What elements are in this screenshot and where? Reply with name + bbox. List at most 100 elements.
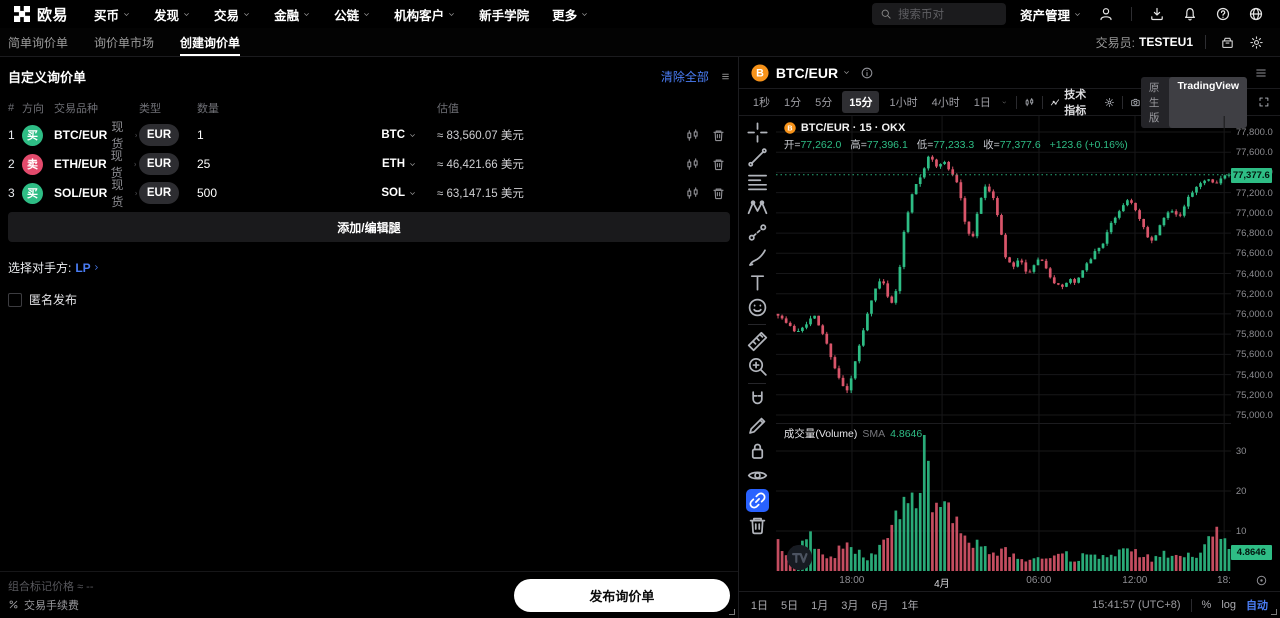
fib-retracement-icon[interactable] <box>746 171 769 194</box>
forecast-icon[interactable] <box>746 221 769 244</box>
delete-leg-icon[interactable] <box>711 128 726 143</box>
panel-resize-corner[interactable] <box>728 609 735 615</box>
view-chart-icon[interactable] <box>685 186 700 201</box>
view-chart-icon[interactable] <box>685 157 700 172</box>
native-version-option[interactable]: 原生版 <box>1148 81 1160 124</box>
anonymous-checkbox[interactable] <box>8 292 22 307</box>
okx-logo[interactable]: 欧易 <box>14 4 68 25</box>
view-chart-icon[interactable] <box>685 128 700 143</box>
amount-input[interactable]: 1 <box>197 128 204 142</box>
panel-resize-corner[interactable] <box>1271 609 1277 615</box>
text-tool-icon[interactable] <box>746 271 769 294</box>
globe-icon[interactable] <box>1248 6 1264 22</box>
nav-item-4[interactable]: 金融 <box>274 5 311 24</box>
nav-item-5[interactable]: 公链 <box>334 5 371 24</box>
timeframe-1分[interactable]: 1分 <box>783 97 802 109</box>
leg-actions <box>678 157 738 172</box>
range-6月[interactable]: 6月 <box>871 600 889 612</box>
drag-handle-icon[interactable] <box>719 70 732 83</box>
range-3月[interactable]: 3月 <box>841 600 859 612</box>
workspace-icon[interactable] <box>1220 35 1235 50</box>
search-input[interactable]: 搜索币对 <box>871 3 1006 25</box>
instrument-selector[interactable]: BTC/EUR 现货 <box>54 118 139 152</box>
counterparty-selector[interactable]: LP <box>75 261 100 275</box>
range-1日[interactable]: 1日 <box>750 600 768 612</box>
divider <box>1205 35 1206 49</box>
chevron-down-icon[interactable] <box>842 68 851 77</box>
publish-rfq-button[interactable]: 发布询价单 <box>513 578 730 612</box>
brush-icon[interactable] <box>746 246 769 269</box>
range-1月[interactable]: 1月 <box>811 600 829 612</box>
type-pill[interactable]: EUR <box>139 153 179 175</box>
instrument-selector[interactable]: ETH/EUR 现货 <box>54 147 139 181</box>
crosshair-icon[interactable] <box>746 121 769 144</box>
currency-selector[interactable]: BTC <box>381 129 437 141</box>
hide-all-icon[interactable] <box>746 464 769 487</box>
tab-3[interactable]: 创建询价单 <box>180 28 241 56</box>
zoom-in-icon[interactable] <box>746 355 769 378</box>
chart-body: B BTC/EUR · 15 · OKX 开=77,262.0 高=77,396… <box>739 116 1280 571</box>
user-icon[interactable] <box>1098 6 1114 22</box>
settings-gear-icon[interactable] <box>1249 35 1264 50</box>
timeframe-4小时[interactable]: 4小时 <box>931 97 960 109</box>
nav-item-2[interactable]: 发现 <box>154 5 191 24</box>
link-tool-icon[interactable] <box>745 489 769 512</box>
nav-item-1[interactable]: 买币 <box>94 5 131 24</box>
timezone-settings-icon[interactable] <box>1255 574 1268 587</box>
percent-scale-button[interactable]: % <box>1201 599 1212 611</box>
amount-input[interactable]: 25 <box>197 157 211 171</box>
candlestick-chart[interactable] <box>775 116 1231 571</box>
chart-menu-icon[interactable] <box>1254 66 1268 80</box>
expand-icon[interactable] <box>1258 95 1270 109</box>
help-icon[interactable] <box>1215 6 1231 22</box>
timeframe-more-chevron[interactable] <box>1001 98 1008 107</box>
log-scale-button[interactable]: log <box>1221 599 1236 611</box>
xabcd-pattern-icon[interactable] <box>746 196 769 219</box>
lock-all-icon[interactable] <box>746 439 769 462</box>
tab-1[interactable]: 简单询价单 <box>8 35 69 50</box>
tab-2[interactable]: 询价单市场 <box>94 35 155 50</box>
instrument-selector[interactable]: SOL/EUR 现货 <box>54 176 139 210</box>
timeframe-1秒[interactable]: 1秒 <box>752 97 770 109</box>
type-pill[interactable]: EUR <box>139 124 179 146</box>
timeframe-5分[interactable]: 5分 <box>815 97 833 109</box>
price-tick: 76,200.0 <box>1235 288 1273 300</box>
time-axis[interactable]: 18:00 4月 06:00 12:00 18: <box>776 571 1231 591</box>
type-pill[interactable]: EUR <box>139 182 179 204</box>
amount-input[interactable]: 500 <box>197 186 218 200</box>
bell-icon[interactable] <box>1182 6 1198 22</box>
timeframe-15分[interactable]: 15分 <box>842 91 880 113</box>
nav-item-3[interactable]: 交易 <box>214 5 251 24</box>
trend-line-icon[interactable] <box>746 146 769 169</box>
tradingview-version-option[interactable]: TradingView <box>1169 76 1248 128</box>
download-icon[interactable] <box>1149 6 1165 22</box>
nav-item-7[interactable]: 新手学院 <box>479 5 529 24</box>
nav-item-8[interactable]: 更多 <box>552 5 589 24</box>
delete-leg-icon[interactable] <box>711 186 726 201</box>
symbol-name[interactable]: BTC/EUR <box>775 64 839 81</box>
currency-selector[interactable]: ETH <box>382 158 437 170</box>
candle-style-icon[interactable] <box>1024 95 1035 110</box>
nav-item-6[interactable]: 机构客户 <box>394 5 456 24</box>
delete-leg-icon[interactable] <box>711 157 726 172</box>
timeframe-1小时[interactable]: 1小时 <box>889 97 918 109</box>
clock-text[interactable]: 15:41:57 (UTC+8) <box>1092 599 1181 611</box>
indicators-button[interactable]: 技术指标 <box>1050 86 1096 118</box>
magnet-icon[interactable] <box>746 389 769 412</box>
currency-selector[interactable]: SOL <box>381 187 437 199</box>
emoji-icon[interactable] <box>746 296 769 319</box>
asset-management-menu[interactable]: 资产管理 <box>1020 5 1082 24</box>
range-1年[interactable]: 1年 <box>901 600 919 612</box>
info-icon[interactable] <box>860 66 874 80</box>
chart-settings-gear-icon[interactable] <box>1104 95 1115 110</box>
add-edit-leg-button[interactable]: 添加/编辑腿 <box>8 212 730 242</box>
price-axis[interactable]: 77,800.077,600.077,400.077,200.077,000.0… <box>1230 116 1273 571</box>
auto-scale-button[interactable]: 自动 <box>1246 600 1268 612</box>
delete-drawings-icon[interactable] <box>746 514 769 537</box>
screenshot-camera-icon[interactable] <box>1130 95 1141 110</box>
clear-all-link[interactable]: 清除全部 <box>660 70 709 84</box>
timeframe-1日[interactable]: 1日 <box>973 97 991 109</box>
ruler-icon[interactable] <box>746 330 769 353</box>
draw-lock-icon[interactable] <box>746 414 769 437</box>
range-5日[interactable]: 5日 <box>780 600 799 612</box>
